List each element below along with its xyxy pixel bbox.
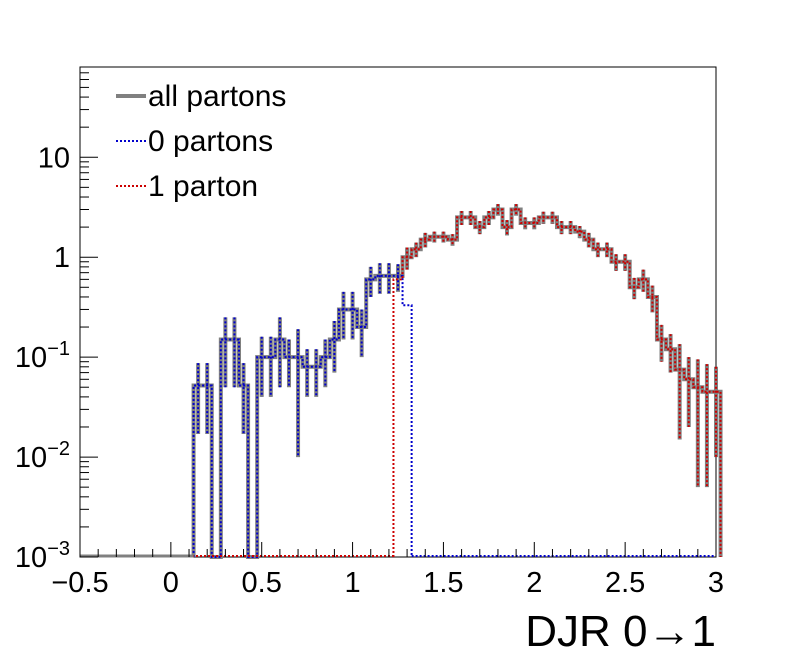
x-tick-label: 2.5 (605, 567, 645, 599)
series-step-line (392, 208, 722, 557)
legend-label-all-partons: all partons (148, 80, 286, 113)
x-tick-label: −0.5 (51, 567, 108, 599)
y-tick-label: 10 (38, 142, 70, 174)
y-tick-label: 10−3 (15, 538, 70, 574)
x-tick-label: 2 (526, 567, 542, 599)
series-all-partons (191, 204, 723, 559)
series-layer (80, 204, 723, 559)
plot-frame (79, 66, 717, 558)
x-tick-label: 1.5 (423, 567, 463, 599)
x-tick-label: 0 (163, 567, 179, 599)
legend-label-0-partons: 0 partons (148, 125, 273, 158)
series-0-partons (192, 263, 716, 558)
y-tick-label: 10−1 (15, 338, 70, 374)
legend-label-1-parton: 1 parton (148, 170, 258, 203)
axis-layer: −0.5 0 0.5 1 1.5 2 2.5 3 10−3 10−2 10−1 1 10 (15, 66, 724, 599)
y-tick-label: 1 (54, 242, 70, 274)
legend: all partons 0 partons 1 parton (116, 80, 286, 203)
y-tick-label: 10−2 (15, 438, 70, 474)
x-tick-label: 3 (708, 567, 724, 599)
x-axis-title: DJR 0→1 (525, 607, 716, 656)
x-tick-label: 0.5 (242, 567, 282, 599)
x-tick-label: 1 (345, 567, 361, 599)
